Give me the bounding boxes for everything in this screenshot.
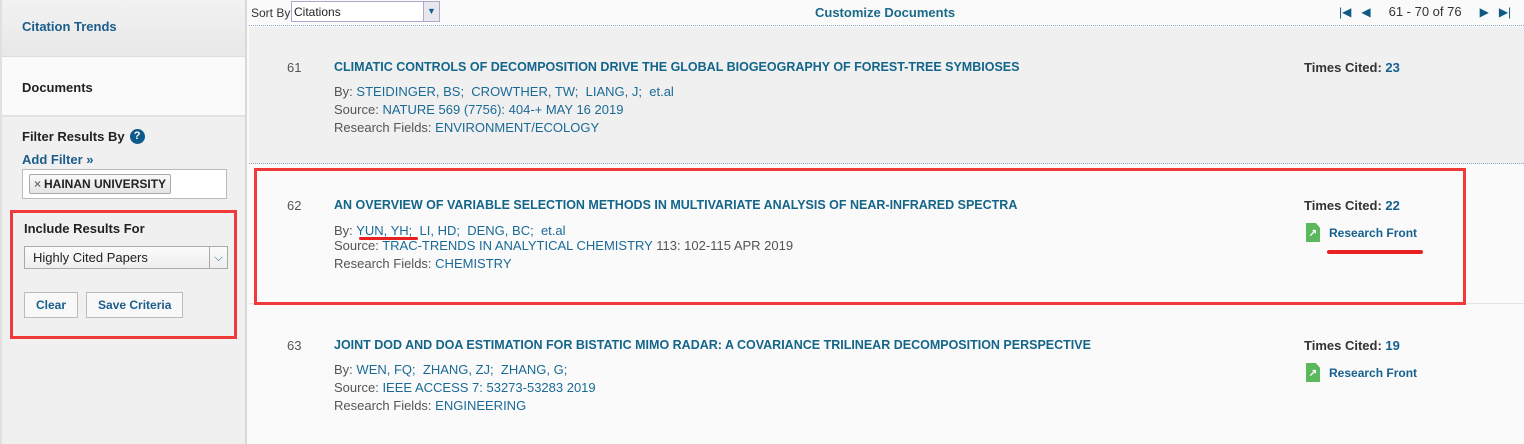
times-cited: Times Cited: 22 [1304, 198, 1400, 213]
source-value: NATURE 569 (7756): 404-+ MAY 16 2019 [382, 102, 624, 117]
chevron-down-icon: ▼ [423, 2, 439, 21]
fields-value: ENVIRONMENT/ECOLOGY [435, 120, 600, 135]
sort-select[interactable]: Citations ▼ [291, 1, 440, 22]
next-page-icon[interactable]: ▶ [1479, 4, 1489, 19]
record-title[interactable]: AN OVERVIEW OF VARIABLE SELECTION METHOD… [334, 198, 1018, 212]
research-front-link[interactable]: ↗ Research Front [1306, 223, 1417, 242]
nav-citation-trends[interactable]: Citation Trends [2, 0, 245, 57]
times-cited-label: Times Cited: [1304, 198, 1382, 213]
times-cited: Times Cited: 19 [1304, 338, 1400, 353]
by-label: By: [334, 362, 353, 377]
et-al-link[interactable]: et.al [649, 84, 674, 99]
source-value: TRAC-TRENDS IN ANALYTICAL CHEMISTRY [382, 238, 653, 253]
author-link[interactable]: LIANG, J; [585, 84, 643, 99]
times-cited: Times Cited: 23 [1304, 60, 1400, 75]
prev-page-icon[interactable]: ◀ [1361, 4, 1371, 19]
research-front-link[interactable]: ↗ Research Front [1306, 363, 1417, 382]
source-label: Source: [334, 238, 379, 253]
include-value: Highly Cited Papers [33, 250, 148, 265]
record-title[interactable]: CLIMATIC CONTROLS OF DECOMPOSITION DRIVE… [334, 60, 1020, 74]
by-label: By: [334, 223, 353, 238]
record-number: 61 [287, 60, 302, 75]
fields-label: Research Fields: [334, 256, 432, 271]
record-row: 63 JOINT DOD AND DOA ESTIMATION FOR BIST… [249, 305, 1524, 444]
author-link[interactable]: STEIDINGER, BS; [356, 84, 465, 99]
last-page-icon[interactable]: ▶| [1498, 4, 1512, 19]
help-icon[interactable]: ? [129, 129, 145, 144]
research-front-icon: ↗ [1306, 363, 1320, 382]
research-front-label: Research Front [1329, 365, 1418, 380]
author-link[interactable]: YUN, YH; [356, 223, 413, 238]
research-front-label: Research Front [1329, 225, 1418, 240]
sort-label: Sort By [251, 6, 291, 20]
author-link[interactable]: WEN, FQ; [356, 362, 416, 377]
et-al-link[interactable]: et.al [540, 223, 566, 238]
filter-chip: × HAINAN UNIVERSITY [29, 174, 172, 194]
times-cited-count[interactable]: 23 [1385, 60, 1400, 75]
author-link[interactable]: DENG, BC; [467, 223, 534, 238]
record-number: 63 [287, 338, 302, 353]
sort-value: Citations [294, 5, 341, 19]
source-label: Source: [334, 102, 379, 117]
customize-documents-link[interactable]: Customize Documents [815, 5, 956, 20]
times-cited-count[interactable]: 19 [1385, 338, 1400, 353]
page-range: 61 - 70 of 76 [1388, 4, 1462, 19]
nav-documents[interactable]: Documents [2, 57, 245, 117]
save-criteria-button[interactable]: Save Criteria [86, 292, 184, 318]
include-select[interactable]: Highly Cited Papers ⌵ [24, 246, 228, 269]
source-value: IEEE ACCESS 7: 53273-53283 2019 [382, 380, 596, 395]
fields-label: Research Fields: [334, 398, 432, 413]
sidebar: Citation Trends Documents Filter Results… [0, 0, 247, 444]
author-link[interactable]: LI, HD; [419, 223, 460, 238]
filter-heading: Filter Results By? [22, 129, 225, 144]
author-underline-mark [359, 237, 418, 240]
record-row: 62 AN OVERVIEW OF VARIABLE SELECTION MET… [249, 165, 1524, 304]
include-title: Include Results For [24, 221, 145, 236]
highlight-box [254, 168, 1466, 305]
chip-label: HAINAN UNIVERSITY [44, 177, 167, 191]
include-results-panel: Include Results For Highly Cited Papers ⌵… [10, 210, 237, 339]
fields-label: Research Fields: [334, 120, 432, 135]
record-number: 62 [287, 198, 302, 213]
filter-box[interactable]: × HAINAN UNIVERSITY [22, 169, 227, 199]
fields-value: ENGINEERING [435, 398, 527, 413]
pager: |◀ ◀ 61 - 70 of 76 ▶ ▶| [1339, 4, 1511, 19]
research-front-underline-mark [1327, 250, 1423, 254]
record-row: 61 CLIMATIC CONTROLS OF DECOMPOSITION DR… [249, 27, 1524, 164]
first-page-icon[interactable]: |◀ [1339, 4, 1352, 19]
add-filter-link[interactable]: Add Filter » [22, 152, 94, 167]
remove-icon[interactable]: × [34, 177, 42, 191]
by-label: By: [334, 84, 353, 99]
source-label: Source: [334, 380, 379, 395]
times-cited-label: Times Cited: [1304, 60, 1382, 75]
fields-value: CHEMISTRY [435, 256, 512, 271]
clear-button[interactable]: Clear [24, 292, 79, 318]
author-link[interactable]: ZHANG, G; [500, 362, 568, 377]
research-front-icon: ↗ [1306, 223, 1320, 242]
times-cited-label: Times Cited: [1304, 338, 1382, 353]
times-cited-count[interactable]: 22 [1385, 198, 1400, 213]
toolbar: Sort By Citations ▼ Customize Documents |… [249, 0, 1524, 26]
author-link[interactable]: ZHANG, ZJ; [422, 362, 494, 377]
record-title[interactable]: JOINT DOD AND DOA ESTIMATION FOR BISTATI… [334, 338, 1091, 352]
filter-title: Filter Results By [22, 129, 125, 144]
source-detail: 113: 102-115 APR 2019 [656, 238, 794, 253]
chevron-down-icon: ⌵ [209, 247, 227, 268]
author-link[interactable]: CROWTHER, TW; [471, 84, 579, 99]
